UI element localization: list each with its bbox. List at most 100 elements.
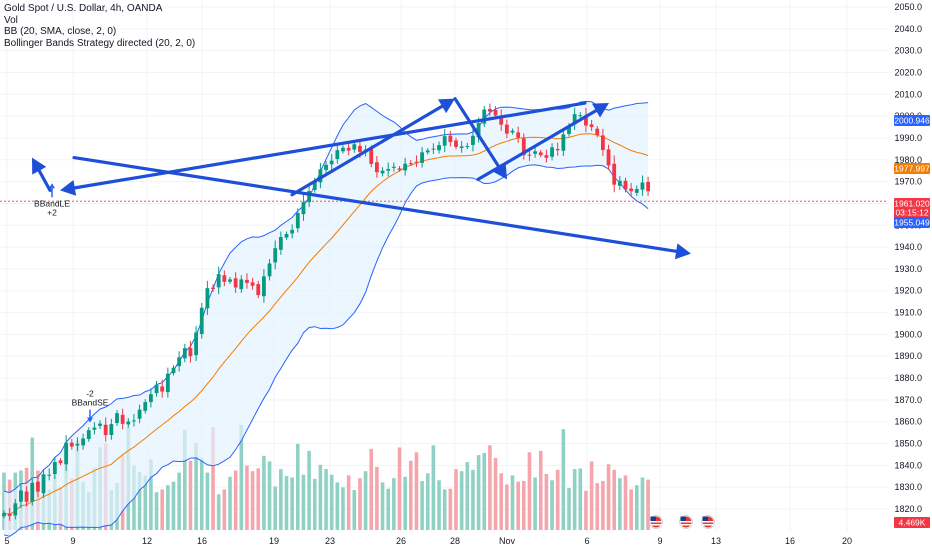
candle-body-21 bbox=[120, 414, 125, 424]
projection-arrow-1 bbox=[453, 97, 507, 180]
candle-body-83 bbox=[471, 135, 475, 145]
chart-title[interactable]: Gold Spot / U.S. Dollar, 4h, OANDA bbox=[4, 3, 163, 14]
candle-body-72 bbox=[408, 163, 413, 165]
candle-body-114 bbox=[646, 181, 650, 192]
indicator-bollinger-bands[interactable]: BB (20, SMA, close, 2, 0) bbox=[4, 26, 117, 37]
us-flag-icon-canton-0 bbox=[650, 516, 656, 521]
candle-body-19 bbox=[109, 424, 114, 436]
volume-bar-36 bbox=[205, 472, 210, 530]
time-axis[interactable]: 5 9 12 16 19 23 26 28 Nov 6 9 13 16 20 bbox=[4, 536, 852, 546]
projection-arrow-head-0 bbox=[438, 98, 455, 114]
price-axis-label-19: 1860.0 bbox=[894, 417, 922, 427]
candle-body-39 bbox=[222, 275, 227, 282]
price-axis-label-8: 1970.0 bbox=[894, 177, 922, 187]
candle-body-79 bbox=[448, 135, 453, 143]
candle-body-67 bbox=[380, 170, 385, 174]
volume-bar-96 bbox=[544, 474, 549, 530]
volume-bar-27 bbox=[154, 492, 159, 530]
candle-body-40 bbox=[228, 279, 232, 282]
us-flag-icon bbox=[649, 515, 663, 529]
candle-body-66 bbox=[375, 162, 379, 173]
volume-bar-34 bbox=[194, 443, 198, 530]
volume-bar-69 bbox=[392, 478, 396, 530]
price-tag-box-2 bbox=[894, 198, 930, 218]
candle-body-0 bbox=[2, 512, 6, 517]
candle-body-30 bbox=[171, 367, 176, 374]
volume-bar-90 bbox=[510, 475, 515, 530]
candle-body-85 bbox=[482, 109, 487, 124]
us-flag-icon-stripe-a-2 bbox=[702, 521, 714, 523]
candle-body-42 bbox=[239, 279, 244, 290]
candle-body-26 bbox=[149, 394, 153, 403]
candle-body-70 bbox=[397, 168, 402, 170]
price-axis-label-7: 1980.0 bbox=[894, 155, 922, 165]
volume-bar-92 bbox=[522, 481, 526, 530]
volume-bar-87 bbox=[493, 457, 498, 530]
candle-body-59 bbox=[335, 150, 340, 160]
volume-bar-99 bbox=[561, 429, 566, 530]
candle-body-55 bbox=[312, 180, 317, 190]
price-tag-0: 2000.946 bbox=[894, 115, 930, 126]
us-flag-icon-stripe-b-2 bbox=[702, 524, 714, 526]
indicator-volume[interactable]: Vol bbox=[4, 14, 18, 26]
volume-bar-93 bbox=[527, 452, 532, 530]
volume-bar-98 bbox=[555, 469, 560, 530]
candle-body-5 bbox=[30, 482, 35, 502]
volume-bar-83 bbox=[471, 469, 475, 530]
candle-body-109 bbox=[617, 180, 622, 186]
candle-body-86 bbox=[488, 109, 492, 112]
price-axis-label-20: 1850.0 bbox=[894, 439, 922, 449]
time-axis-label-6: 26 bbox=[396, 536, 406, 546]
volume-bar-64 bbox=[363, 471, 368, 530]
candle-body-13 bbox=[75, 443, 80, 446]
volume-bar-91 bbox=[516, 481, 520, 530]
time-axis-label-0: 5 bbox=[4, 536, 9, 546]
volume-bar-85 bbox=[482, 453, 487, 530]
price-tag-3: 1955.049 bbox=[894, 217, 930, 228]
projection-arrow-shaft-5 bbox=[72, 155, 678, 253]
volume-bar-106 bbox=[601, 481, 605, 530]
candle-body-33 bbox=[188, 348, 193, 357]
candle-body-31 bbox=[177, 357, 182, 367]
projection-arrow-5 bbox=[72, 155, 691, 260]
signal-bbandle-qty: +2 bbox=[47, 207, 57, 217]
candle-body-50 bbox=[284, 233, 289, 238]
candle-body-111 bbox=[629, 188, 634, 192]
candle-body-7 bbox=[41, 474, 46, 494]
candle-body-102 bbox=[578, 115, 583, 117]
volume-bar-58 bbox=[329, 474, 334, 530]
price-tag-countdown-2: 03:15:12 bbox=[895, 208, 928, 218]
candle-body-113 bbox=[640, 182, 645, 190]
price-tags: 2000.946 1977.997 1961.02003:15:121955.049… bbox=[894, 115, 930, 528]
volume-bar-82 bbox=[465, 462, 470, 530]
time-axis-label-9: 6 bbox=[584, 536, 589, 546]
projection-arrow-shaft-2 bbox=[476, 108, 598, 182]
projection-arrow-head-2 bbox=[592, 103, 609, 118]
projection-arrow-shaft-4 bbox=[37, 169, 52, 192]
candle-body-56 bbox=[318, 169, 323, 183]
volume-bar-56 bbox=[318, 464, 323, 530]
volume-bar-60 bbox=[341, 487, 345, 530]
volume-bar-38 bbox=[216, 494, 221, 530]
volume-bar-95 bbox=[538, 450, 543, 530]
price-axis-label-15: 1900.0 bbox=[894, 329, 922, 339]
candle-body-45 bbox=[256, 284, 261, 296]
volume-tag: 4.469K bbox=[894, 517, 930, 528]
volume-bar-111 bbox=[629, 489, 633, 530]
bb-basis-line bbox=[3, 133, 649, 516]
candle-body-29 bbox=[165, 373, 170, 393]
volume-bar-77 bbox=[437, 480, 441, 530]
volume-bar-100 bbox=[567, 488, 571, 530]
candle-body-88 bbox=[499, 116, 504, 125]
volume-bar-104 bbox=[589, 461, 594, 530]
volume-bar-103 bbox=[584, 490, 588, 530]
volume-bar-54 bbox=[307, 450, 311, 530]
volume-bar-47 bbox=[267, 461, 272, 530]
candle-body-99 bbox=[561, 134, 566, 151]
indicator-strategy[interactable]: Bollinger Bands Strategy directed (20, 2… bbox=[4, 37, 196, 49]
candle-body-62 bbox=[352, 144, 357, 150]
volume-bar-62 bbox=[352, 490, 357, 530]
candle-body-24 bbox=[137, 409, 142, 419]
volume-bar-35 bbox=[199, 457, 204, 530]
